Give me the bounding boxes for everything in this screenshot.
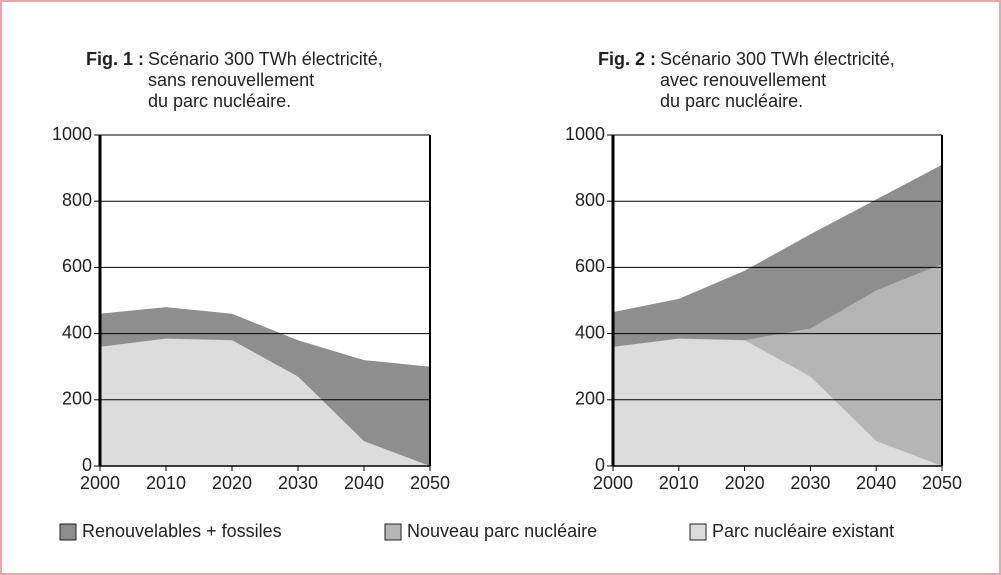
- legend-label: Nouveau parc nucléaire: [407, 521, 597, 541]
- x-tick-label: 2030: [790, 473, 830, 493]
- legend-label: Renouvelables + fossiles: [82, 521, 282, 541]
- y-tick-label: 800: [575, 190, 605, 210]
- y-tick-label: 200: [62, 389, 92, 409]
- y-tick-label: 1000: [52, 124, 92, 144]
- figure-label: Fig. 2 :: [598, 49, 656, 69]
- legend-swatch: [59, 523, 77, 541]
- x-tick-label: 2020: [212, 473, 252, 493]
- figure-title: Scénario 300 TWh électricité,: [148, 49, 383, 69]
- area: [100, 307, 430, 466]
- y-tick-label: 0: [595, 455, 605, 475]
- figure-title: avec renouvellement: [660, 70, 826, 90]
- figure-title: du parc nucléaire.: [660, 91, 803, 111]
- figure-label: Fig. 1 :: [86, 49, 144, 69]
- x-tick-label: 2050: [410, 473, 450, 493]
- x-tick-label: 2010: [146, 473, 186, 493]
- y-tick-label: 400: [62, 322, 92, 342]
- x-tick-label: 2030: [278, 473, 318, 493]
- x-tick-label: 2000: [80, 473, 120, 493]
- x-tick-label: 2040: [856, 473, 896, 493]
- x-tick-label: 2040: [344, 473, 384, 493]
- y-tick-label: 200: [575, 389, 605, 409]
- x-tick-label: 2020: [725, 473, 765, 493]
- figure-title: sans renouvellement: [148, 70, 314, 90]
- y-tick-label: 1000: [565, 124, 605, 144]
- figure-title: du parc nucléaire.: [148, 91, 291, 111]
- legend-label: Parc nucléaire existant: [712, 521, 894, 541]
- y-tick-label: 600: [575, 256, 605, 276]
- y-tick-label: 800: [62, 190, 92, 210]
- y-tick-label: 600: [62, 256, 92, 276]
- legend-swatch: [384, 523, 402, 541]
- figure-title: Scénario 300 TWh électricité,: [660, 49, 895, 69]
- x-tick-label: 2050: [922, 473, 962, 493]
- area: [613, 338, 942, 466]
- legend-swatch: [689, 523, 707, 541]
- y-tick-label: 0: [82, 455, 92, 475]
- y-tick-label: 400: [575, 322, 605, 342]
- area: [613, 264, 942, 466]
- x-tick-label: 2000: [593, 473, 633, 493]
- area: [100, 338, 430, 466]
- area: [613, 164, 942, 347]
- x-tick-label: 2010: [659, 473, 699, 493]
